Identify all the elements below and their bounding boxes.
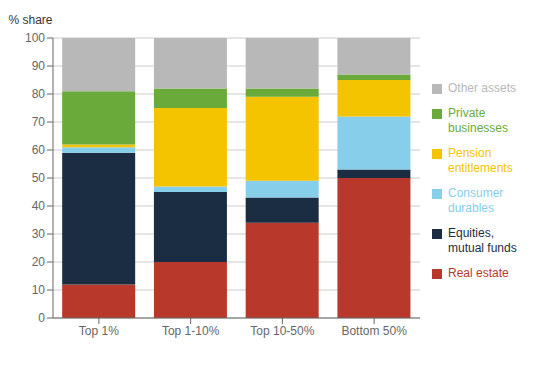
svg-text:0: 0 (38, 311, 45, 325)
svg-text:10: 10 (32, 283, 46, 297)
svg-text:80: 80 (32, 87, 46, 101)
svg-text:Bottom 50%: Bottom 50% (341, 324, 407, 338)
svg-text:% share: % share (8, 13, 52, 27)
svg-text:90: 90 (32, 59, 46, 73)
html-text:Equities, mutual funds: Equities, mutual funds (448, 225, 517, 255)
svg-text:60: 60 (32, 143, 46, 157)
svg-text:100: 100 (25, 31, 45, 45)
html-text:Real estate: Real estate (448, 265, 509, 280)
svg-text:40: 40 (32, 199, 46, 213)
svg-text:70: 70 (32, 115, 46, 129)
svg-text:20: 20 (32, 255, 46, 269)
svg-text:Top 1%: Top 1% (79, 324, 119, 338)
svg-text:30: 30 (32, 227, 46, 241)
html-text:Private businesses: Private businesses (448, 105, 508, 135)
html-text:Other assets: Other assets (448, 80, 516, 95)
html-text:Pension entitlements: Pension entitlements (448, 145, 513, 175)
svg-text:50: 50 (32, 171, 46, 185)
html-text:Consumer durables: Consumer durables (448, 185, 504, 215)
svg-text:Top 10-50%: Top 10-50% (250, 324, 314, 338)
svg-text:Top 1-10%: Top 1-10% (162, 324, 220, 338)
